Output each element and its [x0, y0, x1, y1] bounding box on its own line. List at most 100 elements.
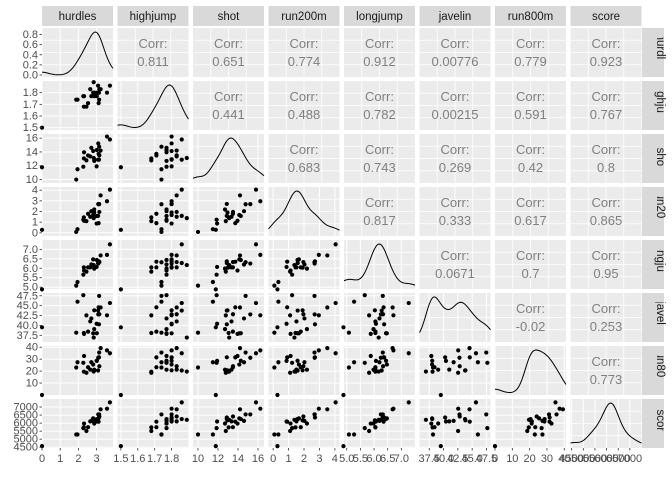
data-point — [237, 407, 243, 412]
data-point — [485, 426, 490, 431]
x-tick-label: 1.7 — [147, 453, 162, 465]
data-point — [553, 400, 558, 405]
data-point — [159, 293, 164, 299]
strip-box — [268, 6, 340, 26]
data-point — [312, 415, 318, 420]
data-point — [164, 331, 169, 336]
strip-box — [117, 6, 189, 26]
data-point — [149, 215, 154, 220]
data-point — [39, 392, 45, 398]
x-tick-label: 30 — [541, 453, 553, 465]
data-point — [294, 319, 299, 324]
top-strip-shot: shot — [193, 6, 264, 26]
data-point — [213, 444, 218, 449]
y-tick-label: 4 — [32, 185, 38, 197]
data-point — [290, 272, 295, 277]
y-tick-label: 1 — [32, 217, 38, 229]
data-point — [304, 421, 310, 426]
panel-run200m-vs-run200m — [268, 187, 340, 236]
data-point — [333, 400, 338, 405]
data-point — [195, 432, 201, 437]
data-point — [118, 444, 123, 449]
data-point — [529, 421, 534, 426]
corr-value: 0.817 — [363, 213, 396, 228]
data-point — [253, 242, 259, 247]
data-point — [91, 216, 96, 221]
y-tick-label: 20 — [26, 366, 38, 378]
y-tick-label: 10 — [26, 174, 38, 186]
data-point — [233, 259, 238, 264]
data-point — [174, 319, 179, 324]
data-point — [88, 87, 93, 92]
data-point — [94, 164, 99, 169]
data-point — [39, 444, 45, 449]
y-tick-label: 1.6 — [23, 111, 38, 123]
data-point — [96, 355, 101, 360]
data-point — [288, 269, 293, 274]
data-point — [169, 157, 174, 162]
data-point — [94, 90, 99, 95]
top-strip-javelin: javelin — [419, 6, 491, 26]
data-point — [81, 360, 86, 365]
data-point — [224, 355, 229, 360]
corr-label: Corr: — [290, 36, 319, 51]
data-point — [275, 287, 280, 292]
data-point — [169, 406, 174, 411]
data-point — [276, 432, 281, 437]
corr-label: Corr: — [441, 248, 470, 263]
data-point — [81, 94, 86, 99]
data-point — [164, 316, 169, 321]
data-point — [96, 221, 101, 226]
panel-score-vs-shot — [193, 399, 264, 449]
y-tick-label: 16 — [26, 133, 38, 145]
corr-value: 0.767 — [590, 107, 623, 122]
data-point — [380, 312, 386, 317]
data-point — [159, 330, 164, 335]
y-tick-label: 6500 — [14, 410, 38, 422]
data-point — [95, 368, 101, 373]
data-point — [164, 213, 169, 219]
data-point — [226, 330, 231, 336]
data-point — [154, 221, 159, 226]
data-point — [169, 358, 174, 363]
data-point — [179, 157, 184, 162]
data-point — [312, 355, 318, 360]
panel-shot-vs-shot — [192, 134, 265, 183]
data-point — [88, 214, 93, 219]
data-point — [215, 221, 220, 226]
top-strip-longjump: longjump — [344, 6, 415, 26]
strip-box — [642, 81, 664, 130]
data-point — [92, 266, 97, 271]
strip-box — [344, 6, 415, 26]
data-point — [92, 94, 97, 99]
data-point — [195, 283, 201, 288]
data-point — [549, 421, 554, 426]
panel-javelin-vs-javelin — [419, 293, 491, 342]
panel-run800m-vs-hurdles — [39, 346, 113, 398]
data-point — [457, 414, 462, 419]
data-point — [237, 346, 243, 351]
data-point — [159, 279, 164, 285]
x-tick-label: 45.0 — [461, 453, 482, 465]
data-point — [81, 150, 87, 155]
panel-background — [117, 293, 189, 342]
strip-box — [642, 28, 664, 77]
data-point — [179, 260, 184, 266]
y-tick-label: 40 — [26, 342, 38, 354]
data-point — [430, 358, 435, 363]
data-point — [557, 406, 562, 411]
data-point — [169, 331, 174, 336]
data-point — [118, 227, 123, 232]
panel-hurdles-vs-highjump: Corr: 0.811 — [117, 28, 189, 77]
data-point — [554, 412, 559, 417]
corr-label: Corr: — [365, 89, 394, 104]
data-point — [451, 418, 456, 423]
data-point — [430, 425, 435, 430]
y-tick-label: 5.0 — [23, 282, 38, 294]
data-point — [84, 104, 89, 109]
data-point — [302, 360, 307, 365]
top-strip-run800m: run800m — [495, 6, 566, 26]
data-point — [97, 209, 102, 215]
corr-label: Corr: — [365, 36, 394, 51]
data-point — [243, 412, 248, 417]
